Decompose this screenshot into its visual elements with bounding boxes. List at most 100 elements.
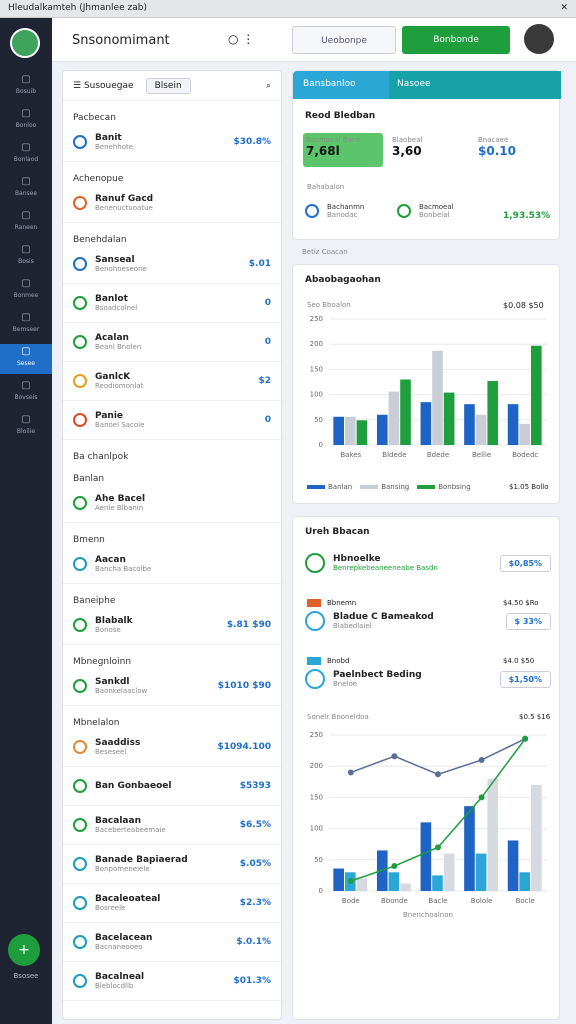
combo-chart: 0 50 100 150 200 250 Bode Bbonde Bacle Bolole Bocl…	[310, 731, 547, 905]
list-item[interactable]: Blabalk Bonose $.81 $90	[63, 606, 281, 645]
list-item[interactable]: Ahe Bacel Aenle Blbanin	[63, 484, 281, 523]
text: Bachanmn Banodac	[327, 203, 364, 219]
icon	[73, 896, 87, 910]
bar	[388, 872, 400, 891]
nav-item[interactable]: ▢ Bonloo	[0, 106, 52, 136]
text: GanlcK Reodiomonlat	[95, 372, 143, 390]
caption-value: $0.08 $50	[503, 301, 544, 310]
item-value: $ 33%	[505, 612, 551, 630]
nav-item[interactable]: ▢ Bosis	[0, 242, 52, 272]
nav-label: Bonmee	[13, 292, 39, 299]
list-item[interactable]: Bacelacean Bacnaneooeo $.0.1%	[63, 923, 281, 962]
nav-icon: ▢	[21, 74, 31, 85]
line	[350, 738, 526, 776]
list-item[interactable]: Sankdl Baonkelaaclow $1010 $90	[63, 667, 281, 706]
item-title: Panie	[95, 411, 124, 421]
section-label: Mbnegnloinn	[73, 657, 132, 667]
stat-value: 3,60	[392, 144, 422, 158]
nav-item[interactable]: ▢ Bosuib	[0, 72, 52, 102]
icon	[73, 679, 87, 693]
bar	[432, 350, 443, 445]
point	[478, 756, 485, 763]
bar	[356, 420, 368, 445]
fab[interactable]: +	[8, 934, 40, 966]
nav-item[interactable]: ▢ Bovseis	[0, 378, 52, 408]
list-item[interactable]: GanlcK Reodiomonlat $2	[63, 362, 281, 401]
avatar[interactable]	[524, 24, 554, 54]
list-item[interactable]: Bladue C Bameakod Blabedlaiel $ 33%	[305, 611, 551, 631]
bar	[333, 416, 344, 445]
nav-item[interactable]: ▢ Raneen	[0, 208, 52, 238]
item-title: Ban Gonbaeoel	[95, 781, 172, 791]
list-item[interactable]: Ranuf Gacd Benenuctuoatue	[63, 184, 281, 223]
nav-item[interactable]: ▢ Bemseer	[0, 310, 52, 340]
nav-icon: ▢	[21, 312, 31, 323]
list-item[interactable]: Banade Bapiaerad Bonpomeneiele $.05%	[63, 845, 281, 884]
list: Pacbecan Banit Benehhote $30.8% Achenopue Ran…	[63, 101, 281, 1001]
text: Banit Benehhote	[95, 133, 133, 151]
text: Bacaleoateal Bosreele	[95, 894, 160, 912]
tab[interactable]: Blsein	[145, 77, 191, 94]
nav-icon: ▢	[21, 414, 31, 425]
search-button[interactable]: Ueobonpe	[292, 26, 396, 54]
avatar[interactable]	[10, 28, 40, 58]
item-subtitle: Benenuctuoatue	[95, 204, 153, 212]
x-tick-label: Bbonde	[381, 897, 408, 905]
item-title: Bacalaan	[95, 816, 141, 826]
list-item[interactable]: Acalan Beanl Bnolen 0	[63, 323, 281, 362]
primary-button[interactable]: Bonbonde	[402, 26, 510, 54]
y-tick-label: 50	[314, 416, 323, 424]
item-title: Bacmoeal	[419, 203, 454, 211]
nav-item[interactable]: ▢ Bansee	[0, 174, 52, 204]
list-item[interactable]: Panie Banoel Sacoie 0	[63, 401, 281, 440]
list-card: Ureh Bbacan Hbnoelke Benrepkebeaneeneabe …	[292, 516, 560, 1020]
list-item[interactable]: Sanseal Benohoeseone $.01	[63, 245, 281, 284]
legend-item: Banlan	[307, 483, 352, 491]
text: Saaddiss Beseseel	[95, 738, 140, 756]
item-subtitle: Benrepkebeaneeneabe Basdn	[333, 564, 438, 572]
text: Sankdl Baonkelaaclow	[95, 677, 147, 695]
icon	[305, 669, 325, 689]
item-title: Bachanmn	[327, 203, 365, 211]
icon[interactable]: ○ ⋮	[228, 32, 255, 46]
bar	[376, 414, 388, 445]
icon	[73, 557, 87, 571]
bar	[333, 868, 344, 891]
nav-label: Bosis	[18, 258, 34, 265]
tab[interactable]: Nasoee	[389, 71, 561, 99]
y-tick-label: 0	[319, 887, 323, 895]
list-item[interactable]: Bacalaan Baceberteabeemaie $6.5%	[63, 806, 281, 845]
window-title-bar: Hleudalkamteh (Jhmanlee zab) ✕	[0, 0, 576, 18]
nav-item[interactable]: ▢ Sesee	[0, 344, 52, 374]
nav-item[interactable]: ▢ Bonmee	[0, 276, 52, 306]
stat-label: Bacmoeal Bane	[306, 136, 361, 144]
bar	[388, 391, 400, 445]
icon	[73, 857, 87, 871]
section-label: Achenopue	[73, 174, 124, 184]
text: Bladue C Bameakod Blabedlaiel	[333, 612, 434, 630]
item-subtitle: Aenle Blbanin	[95, 504, 144, 512]
y-tick-label: 150	[310, 793, 323, 801]
list-item[interactable]: Bacalneal Bleblocdllb $01.3%	[63, 962, 281, 1001]
list-item[interactable]: Aacan Bancha Bacolbe	[63, 545, 281, 584]
item-title: Sankdl	[95, 677, 130, 687]
item-title: Acalan	[95, 333, 129, 343]
item-title: Aacan	[95, 555, 126, 565]
stat-value: 7,68l	[306, 144, 340, 158]
list-item[interactable]: Hbnoelke Benrepkebeaneeneabe Basdn $0,85%	[305, 553, 551, 573]
bar	[475, 414, 487, 445]
list-item[interactable]: Banlot Bsoadcolnel 0	[63, 284, 281, 323]
nav-item[interactable]: ▢ Bonlaod	[0, 140, 52, 170]
list-item[interactable]: Paelnbect Beding Bneloe $1,50%	[305, 669, 551, 689]
list-item[interactable]: Bacaleoateal Bosreele $2.3%	[63, 884, 281, 923]
item-subtitle: Banoel Sacoie	[95, 421, 145, 429]
tab[interactable]: Bansbanloo	[303, 79, 356, 89]
bar	[507, 404, 519, 445]
item-value: $6.5%	[239, 820, 271, 830]
nav-item[interactable]: ▢ Bloilie	[0, 412, 52, 442]
legend: Banlan Bansing Bonbsing	[307, 483, 507, 491]
bar-card: Abaobagaohan Seo Bboalon $0.08 $50 0 50 10…	[292, 264, 560, 504]
list-item[interactable]: Banit Benehhote $30.8%	[63, 123, 281, 162]
list-item[interactable]: Ban Gonbaeoel $5393	[63, 767, 281, 806]
list-item[interactable]: Saaddiss Beseseel $1094.100	[63, 728, 281, 767]
